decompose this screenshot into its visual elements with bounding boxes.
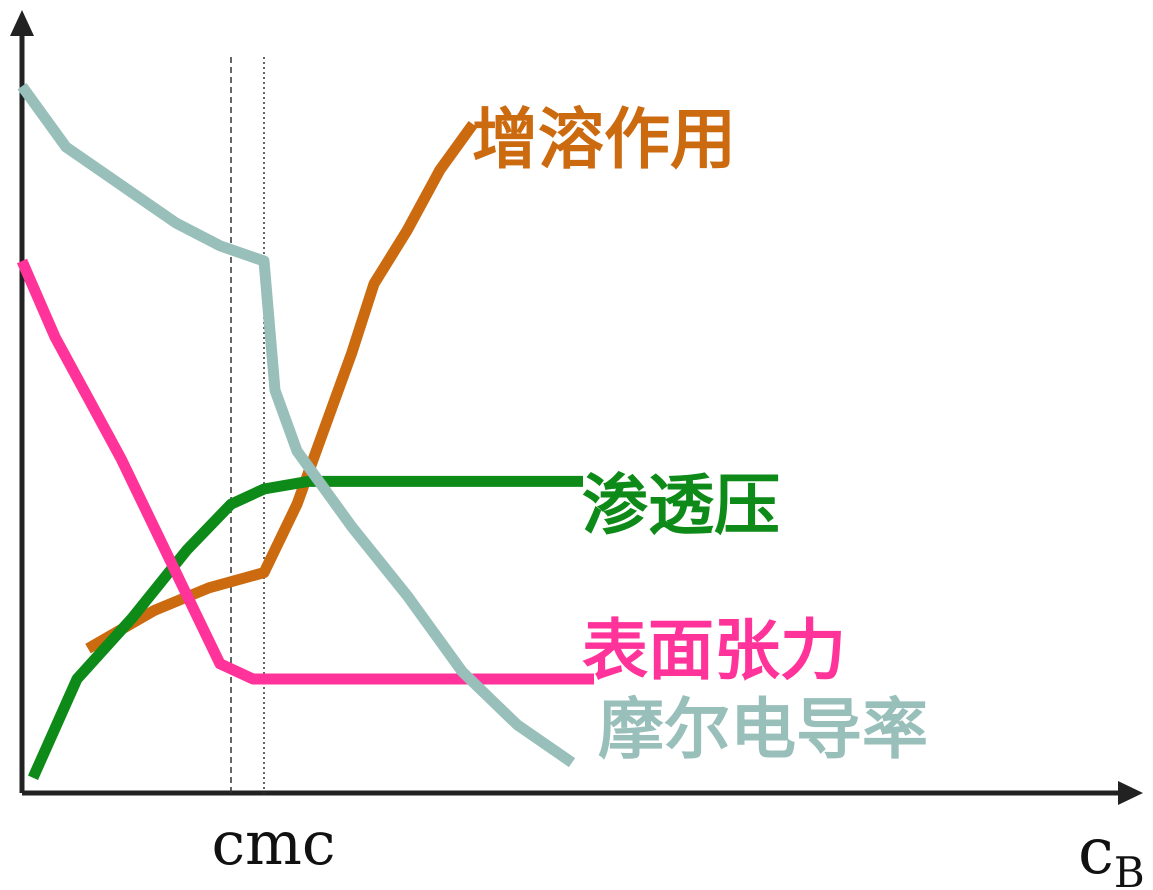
series-line-2 <box>27 475 583 781</box>
series-label-3: 表面张力 <box>582 612 846 689</box>
series-label-2: 渗透压 <box>582 467 780 544</box>
series-line-3 <box>16 258 594 685</box>
series-label-4: 摩尔电导率 <box>598 691 928 768</box>
y-axis-arrow-icon <box>10 10 34 36</box>
x-axis-label: cB <box>1078 815 1145 890</box>
x-axis-label-main: c <box>1078 815 1114 889</box>
series-line-4 <box>17 82 576 768</box>
series-group <box>16 82 594 781</box>
series-label-1: 增溶作用 <box>472 101 736 178</box>
x-axis-label-subscript: B <box>1114 848 1145 890</box>
x-axis-arrow-icon <box>1118 781 1143 805</box>
cmc-label: cmc <box>211 809 335 879</box>
